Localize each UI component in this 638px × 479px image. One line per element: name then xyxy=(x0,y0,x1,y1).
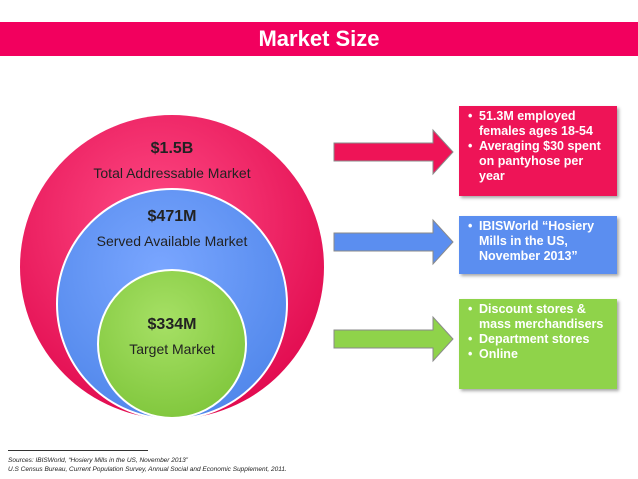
som-label: Target Market xyxy=(129,341,215,357)
som-circle xyxy=(97,269,247,419)
green-bullet-3: Online xyxy=(468,347,611,362)
green-info-box: Discount stores & mass merchandisers Dep… xyxy=(459,299,617,389)
tam-label: Total Addressable Market xyxy=(93,165,251,181)
blue-bullet-1: IBISWorld “Hosiery Mills in the US, Nove… xyxy=(468,219,611,264)
footnote-divider xyxy=(8,450,148,451)
title-banner: Market Size xyxy=(0,22,638,56)
blue-info-box: IBISWorld “Hosiery Mills in the US, Nove… xyxy=(459,216,617,274)
blue-arrow xyxy=(333,218,454,266)
source-line-2: U.S Census Bureau, Current Population Su… xyxy=(8,466,287,473)
tam-value: $1.5B xyxy=(150,140,194,157)
pink-arrow xyxy=(333,128,454,176)
green-arrow xyxy=(333,315,454,363)
tam-label-group: $1.5B Total Addressable Market xyxy=(72,140,272,181)
green-bullet-1: Discount stores & mass merchandisers xyxy=(468,302,611,332)
som-label-group: $334M Target Market xyxy=(82,316,262,357)
green-bullet-2: Department stores xyxy=(468,332,611,347)
pink-bullet-1: 51.3M employed females ages 18-54 xyxy=(468,109,611,139)
sam-value: $471M xyxy=(147,208,197,225)
pink-bullet-2: Averaging $30 spent on pantyhose per yea… xyxy=(468,139,611,184)
sam-label-group: $471M Served Available Market xyxy=(72,208,272,249)
source-line-1: Sources: IBISWorld, “Hosiery Mills in th… xyxy=(8,457,188,464)
som-value: $334M xyxy=(147,316,197,333)
pink-info-box: 51.3M employed females ages 18-54 Averag… xyxy=(459,106,617,196)
page-title: Market Size xyxy=(258,26,380,51)
sam-label: Served Available Market xyxy=(96,233,248,249)
